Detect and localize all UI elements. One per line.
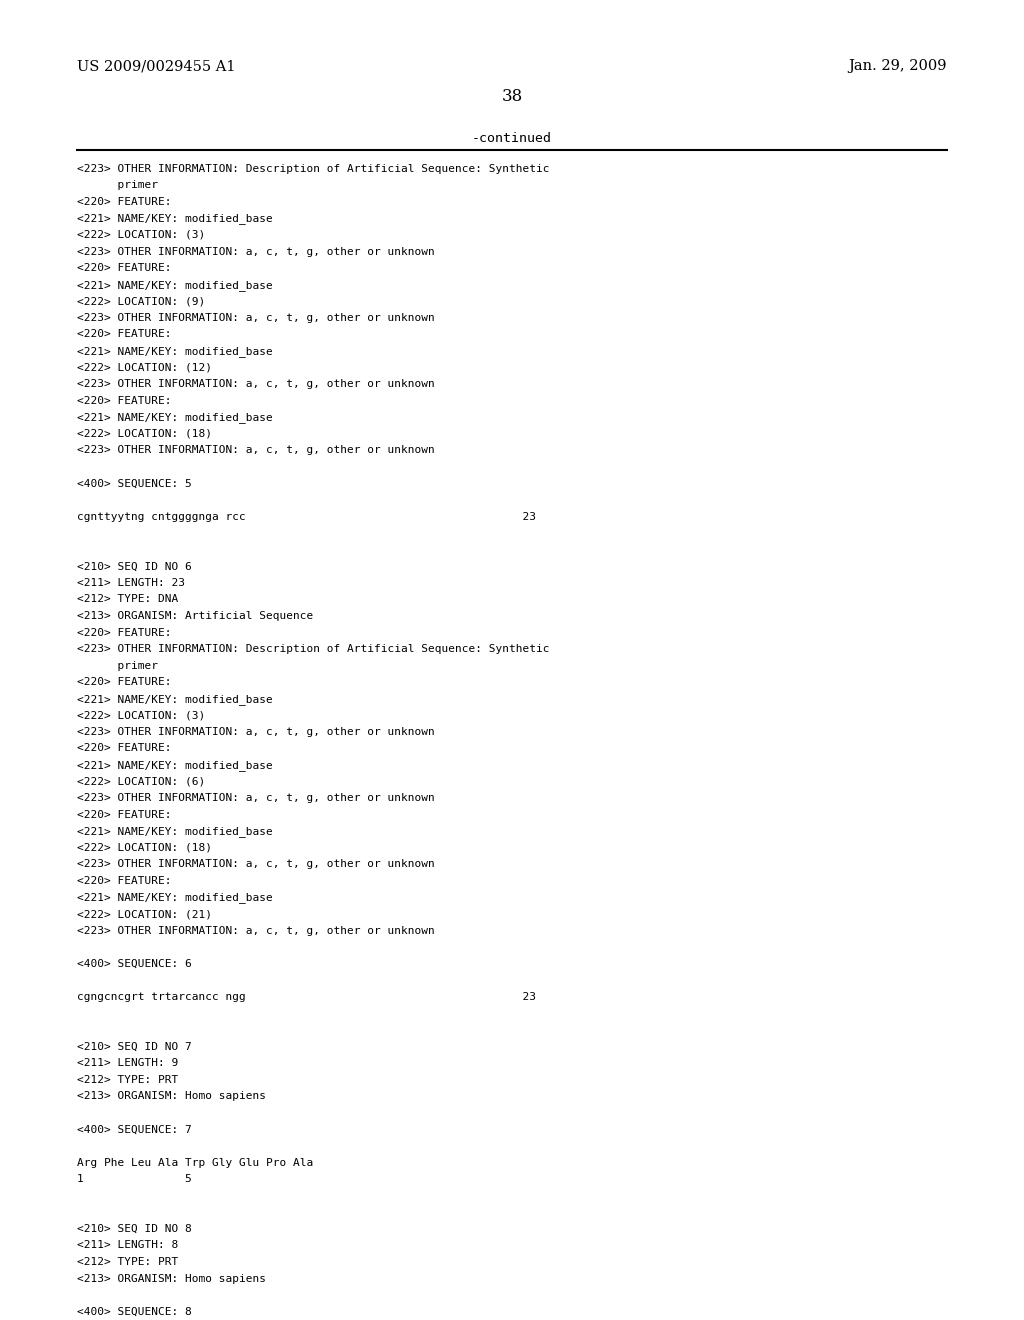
Text: <400> SEQUENCE: 5: <400> SEQUENCE: 5 [77,478,191,488]
Text: <210> SEQ ID NO 6: <210> SEQ ID NO 6 [77,561,191,572]
Text: <221> NAME/KEY: modified_base: <221> NAME/KEY: modified_base [77,694,272,705]
Text: <220> FEATURE:: <220> FEATURE: [77,743,171,754]
Text: <221> NAME/KEY: modified_base: <221> NAME/KEY: modified_base [77,346,272,356]
Text: <221> NAME/KEY: modified_base: <221> NAME/KEY: modified_base [77,892,272,903]
Text: <223> OTHER INFORMATION: a, c, t, g, other or unknown: <223> OTHER INFORMATION: a, c, t, g, oth… [77,379,434,389]
Text: <220> FEATURE:: <220> FEATURE: [77,677,171,688]
Text: <222> LOCATION: (12): <222> LOCATION: (12) [77,363,212,372]
Text: <221> NAME/KEY: modified_base: <221> NAME/KEY: modified_base [77,214,272,224]
Text: <210> SEQ ID NO 8: <210> SEQ ID NO 8 [77,1224,191,1234]
Text: <222> LOCATION: (3): <222> LOCATION: (3) [77,230,205,240]
Text: <211> LENGTH: 9: <211> LENGTH: 9 [77,1059,178,1068]
Text: <222> LOCATION: (21): <222> LOCATION: (21) [77,909,212,919]
Text: -continued: -continued [472,132,552,145]
Text: <211> LENGTH: 23: <211> LENGTH: 23 [77,578,184,587]
Text: Jan. 29, 2009: Jan. 29, 2009 [849,59,947,74]
Text: <221> NAME/KEY: modified_base: <221> NAME/KEY: modified_base [77,412,272,424]
Text: <212> TYPE: DNA: <212> TYPE: DNA [77,594,178,605]
Text: cgnttyytng cntggggnga rcc                                         23: cgnttyytng cntggggnga rcc 23 [77,512,536,521]
Text: <213> ORGANISM: Homo sapiens: <213> ORGANISM: Homo sapiens [77,1092,266,1101]
Text: <222> LOCATION: (9): <222> LOCATION: (9) [77,296,205,306]
Text: <221> NAME/KEY: modified_base: <221> NAME/KEY: modified_base [77,760,272,771]
Text: <223> OTHER INFORMATION: Description of Artificial Sequence: Synthetic: <223> OTHER INFORMATION: Description of … [77,164,549,174]
Text: <212> TYPE: PRT: <212> TYPE: PRT [77,1257,178,1267]
Text: primer: primer [77,181,158,190]
Text: <223> OTHER INFORMATION: a, c, t, g, other or unknown: <223> OTHER INFORMATION: a, c, t, g, oth… [77,925,434,936]
Text: <220> FEATURE:: <220> FEATURE: [77,876,171,886]
Text: <223> OTHER INFORMATION: a, c, t, g, other or unknown: <223> OTHER INFORMATION: a, c, t, g, oth… [77,247,434,256]
Text: <223> OTHER INFORMATION: a, c, t, g, other or unknown: <223> OTHER INFORMATION: a, c, t, g, oth… [77,727,434,737]
Text: <223> OTHER INFORMATION: a, c, t, g, other or unknown: <223> OTHER INFORMATION: a, c, t, g, oth… [77,859,434,870]
Text: <220> FEATURE:: <220> FEATURE: [77,809,171,820]
Text: <222> LOCATION: (18): <222> LOCATION: (18) [77,429,212,438]
Text: <211> LENGTH: 8: <211> LENGTH: 8 [77,1241,178,1250]
Text: <220> FEATURE:: <220> FEATURE: [77,197,171,207]
Text: <212> TYPE: PRT: <212> TYPE: PRT [77,1074,178,1085]
Text: 38: 38 [502,88,522,106]
Text: <213> ORGANISM: Artificial Sequence: <213> ORGANISM: Artificial Sequence [77,611,313,620]
Text: primer: primer [77,660,158,671]
Text: Arg Phe Leu Ala Trp Gly Glu Pro Ala: Arg Phe Leu Ala Trp Gly Glu Pro Ala [77,1158,313,1168]
Text: cgngcncgrt trtarcancc ngg                                         23: cgngcncgrt trtarcancc ngg 23 [77,993,536,1002]
Text: 1               5: 1 5 [77,1175,191,1184]
Text: <223> OTHER INFORMATION: a, c, t, g, other or unknown: <223> OTHER INFORMATION: a, c, t, g, oth… [77,313,434,323]
Text: <221> NAME/KEY: modified_base: <221> NAME/KEY: modified_base [77,826,272,837]
Text: <222> LOCATION: (18): <222> LOCATION: (18) [77,843,212,853]
Text: <221> NAME/KEY: modified_base: <221> NAME/KEY: modified_base [77,280,272,290]
Text: <222> LOCATION: (6): <222> LOCATION: (6) [77,776,205,787]
Text: <210> SEQ ID NO 7: <210> SEQ ID NO 7 [77,1041,191,1052]
Text: <400> SEQUENCE: 8: <400> SEQUENCE: 8 [77,1307,191,1317]
Text: <213> ORGANISM: Homo sapiens: <213> ORGANISM: Homo sapiens [77,1274,266,1283]
Text: <223> OTHER INFORMATION: a, c, t, g, other or unknown: <223> OTHER INFORMATION: a, c, t, g, oth… [77,445,434,455]
Text: <220> FEATURE:: <220> FEATURE: [77,263,171,273]
Text: <222> LOCATION: (3): <222> LOCATION: (3) [77,710,205,721]
Text: <220> FEATURE:: <220> FEATURE: [77,396,171,405]
Text: <400> SEQUENCE: 7: <400> SEQUENCE: 7 [77,1125,191,1134]
Text: <220> FEATURE:: <220> FEATURE: [77,627,171,638]
Text: <400> SEQUENCE: 6: <400> SEQUENCE: 6 [77,958,191,969]
Text: US 2009/0029455 A1: US 2009/0029455 A1 [77,59,236,74]
Text: <220> FEATURE:: <220> FEATURE: [77,330,171,339]
Text: <223> OTHER INFORMATION: Description of Artificial Sequence: Synthetic: <223> OTHER INFORMATION: Description of … [77,644,549,655]
Text: <223> OTHER INFORMATION: a, c, t, g, other or unknown: <223> OTHER INFORMATION: a, c, t, g, oth… [77,793,434,803]
